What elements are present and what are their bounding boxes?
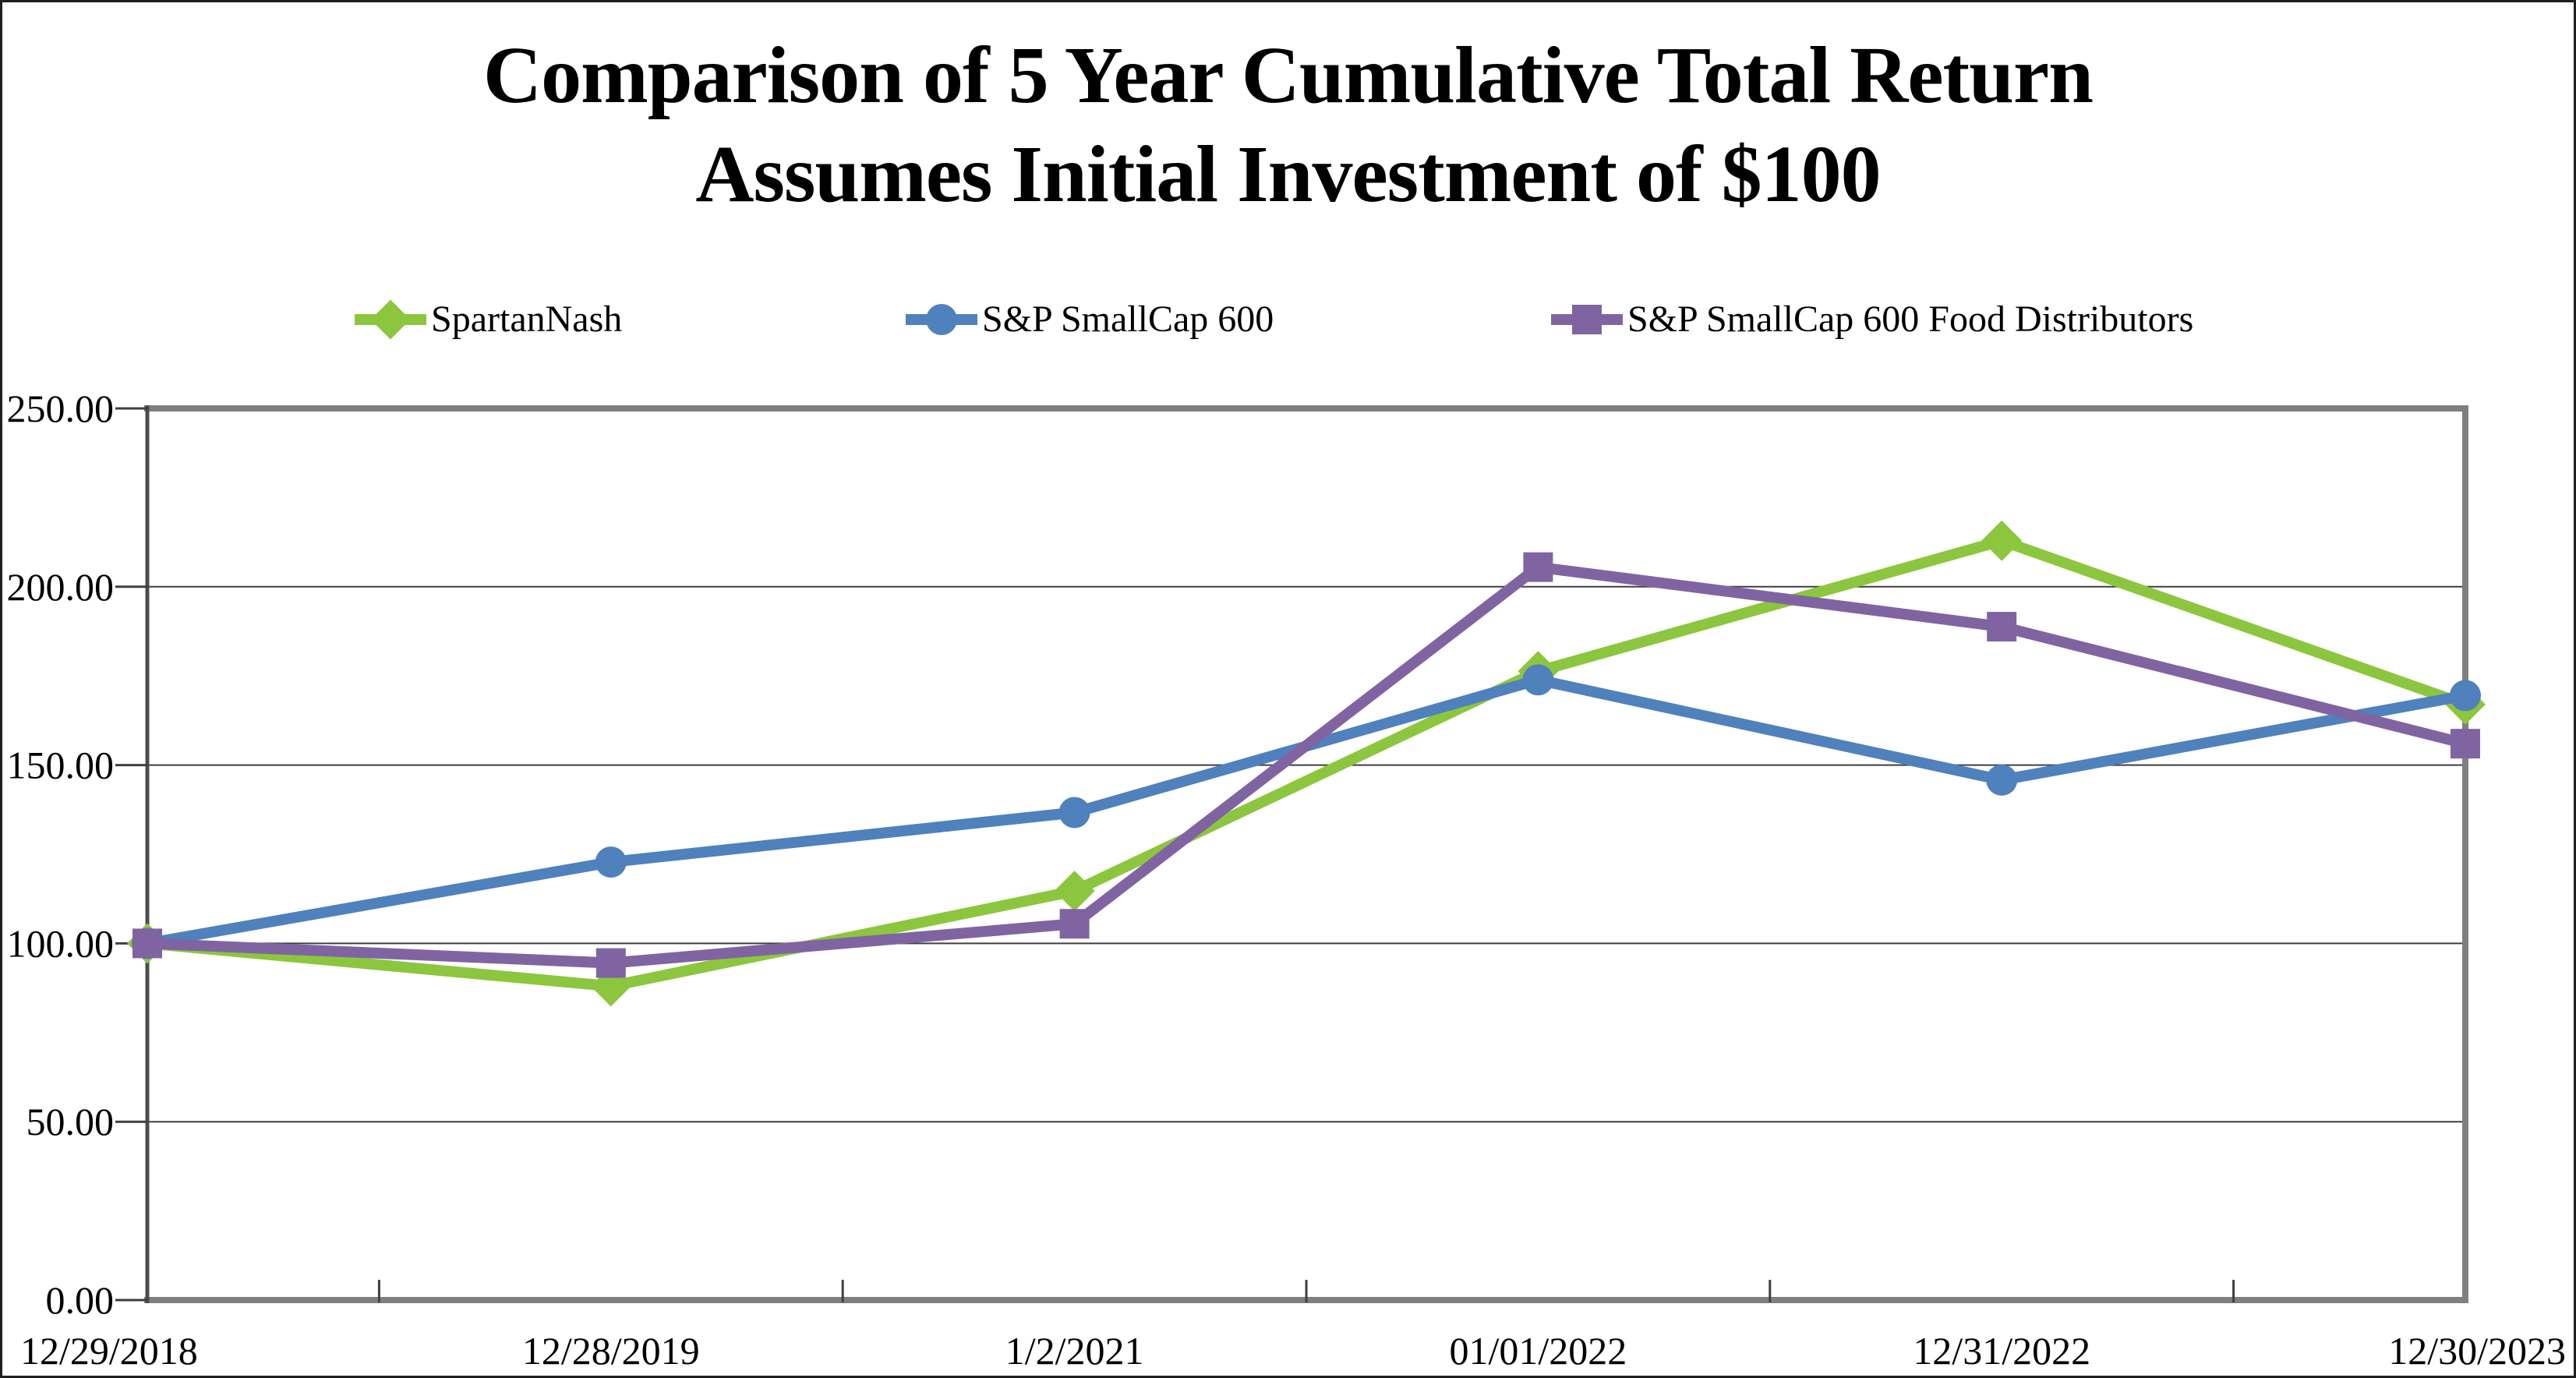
- x-axis-label-4: 12/31/2022: [1913, 1329, 2090, 1373]
- chart-legend: SpartanNash S&P SmallCap 600 S&P SmallCa…: [0, 295, 2576, 344]
- x-axis-label-2: 1/2/2021: [1005, 1329, 1144, 1373]
- series-s-p-smallcap-600-food-distributors: [133, 552, 2480, 978]
- square-marker-s-p-smallcap-600-food-distributors-point-5: [2451, 729, 2480, 759]
- square-marker-s-p-smallcap-600-food-distributors-point-3: [1523, 552, 1553, 582]
- y-axis-label-100.00: 100.00: [7, 921, 115, 965]
- square-marker-s-p-smallcap-600-food-distributors-point-1: [595, 948, 626, 978]
- circle-marker-s-p-smallcap-600-point-1: [595, 846, 627, 878]
- circle-marker-s-p-smallcap-600-point-2: [1058, 797, 1090, 829]
- chart-title-line2: Assumes Initial Investment of $100: [695, 129, 1881, 219]
- series-line-s-p-smallcap-600: [146, 674, 2467, 949]
- legend-square-marker-icon: [1551, 295, 1623, 344]
- series-line-s-p-smallcap-600-food-distributors: [147, 561, 2467, 969]
- series-line-spartannash: [147, 535, 2468, 992]
- legend-label-sp-smallcap-600: S&P SmallCap 600: [982, 299, 1274, 340]
- diamond-marker-spartannash-point-2: [1054, 871, 1095, 912]
- x-axis-label-0: 12/29/2018: [20, 1329, 198, 1373]
- legend-item-sp-smallcap-600: S&P SmallCap 600: [906, 295, 1274, 344]
- legend-item-spartannash: SpartanNash: [355, 295, 622, 344]
- series-spartannash: [127, 520, 2486, 1007]
- legend-circle-marker-icon: [906, 295, 977, 344]
- circle-marker-s-p-smallcap-600-point-5: [2450, 680, 2481, 712]
- chart-title-line1: Comparison of 5 Year Cumulative Total Re…: [483, 30, 2094, 120]
- x-axis-label-5: 12/30/2023: [2388, 1329, 2566, 1373]
- circle-marker-s-p-smallcap-600-point-4: [1986, 764, 2018, 796]
- y-axis-label-50.00: 50.00: [27, 1100, 115, 1143]
- series-s-p-smallcap-600: [132, 664, 2481, 959]
- square-marker-s-p-smallcap-600-food-distributors-point-2: [1059, 909, 1090, 939]
- y-axis-label-0.00: 0.00: [46, 1278, 115, 1322]
- y-axis-label-200.00: 200.00: [7, 565, 115, 609]
- x-axis-label-1: 12/28/2019: [522, 1329, 700, 1373]
- legend-label-spartannash: SpartanNash: [431, 299, 623, 340]
- square-marker-s-p-smallcap-600-food-distributors-point-0: [133, 928, 162, 959]
- chart-title: Comparison of 5 Year Cumulative Total Re…: [0, 26, 2576, 224]
- legend-diamond-marker-icon: [355, 295, 426, 344]
- square-marker-s-p-smallcap-600-food-distributors-point-4: [1987, 612, 2017, 642]
- y-axis-label-150.00: 150.00: [7, 744, 115, 787]
- legend-item-sp-smallcap-600-food-distributors: S&P SmallCap 600 Food Distributors: [1551, 295, 2193, 344]
- circle-marker-s-p-smallcap-600-point-3: [1522, 664, 1554, 696]
- legend-label-sp-smallcap-600-food-distributors: S&P SmallCap 600 Food Distributors: [1627, 299, 2194, 340]
- x-axis-label-3: 01/01/2022: [1450, 1329, 1627, 1373]
- diamond-marker-spartannash-point-4: [1981, 520, 2023, 561]
- y-axis-label-250.00: 250.00: [7, 387, 115, 430]
